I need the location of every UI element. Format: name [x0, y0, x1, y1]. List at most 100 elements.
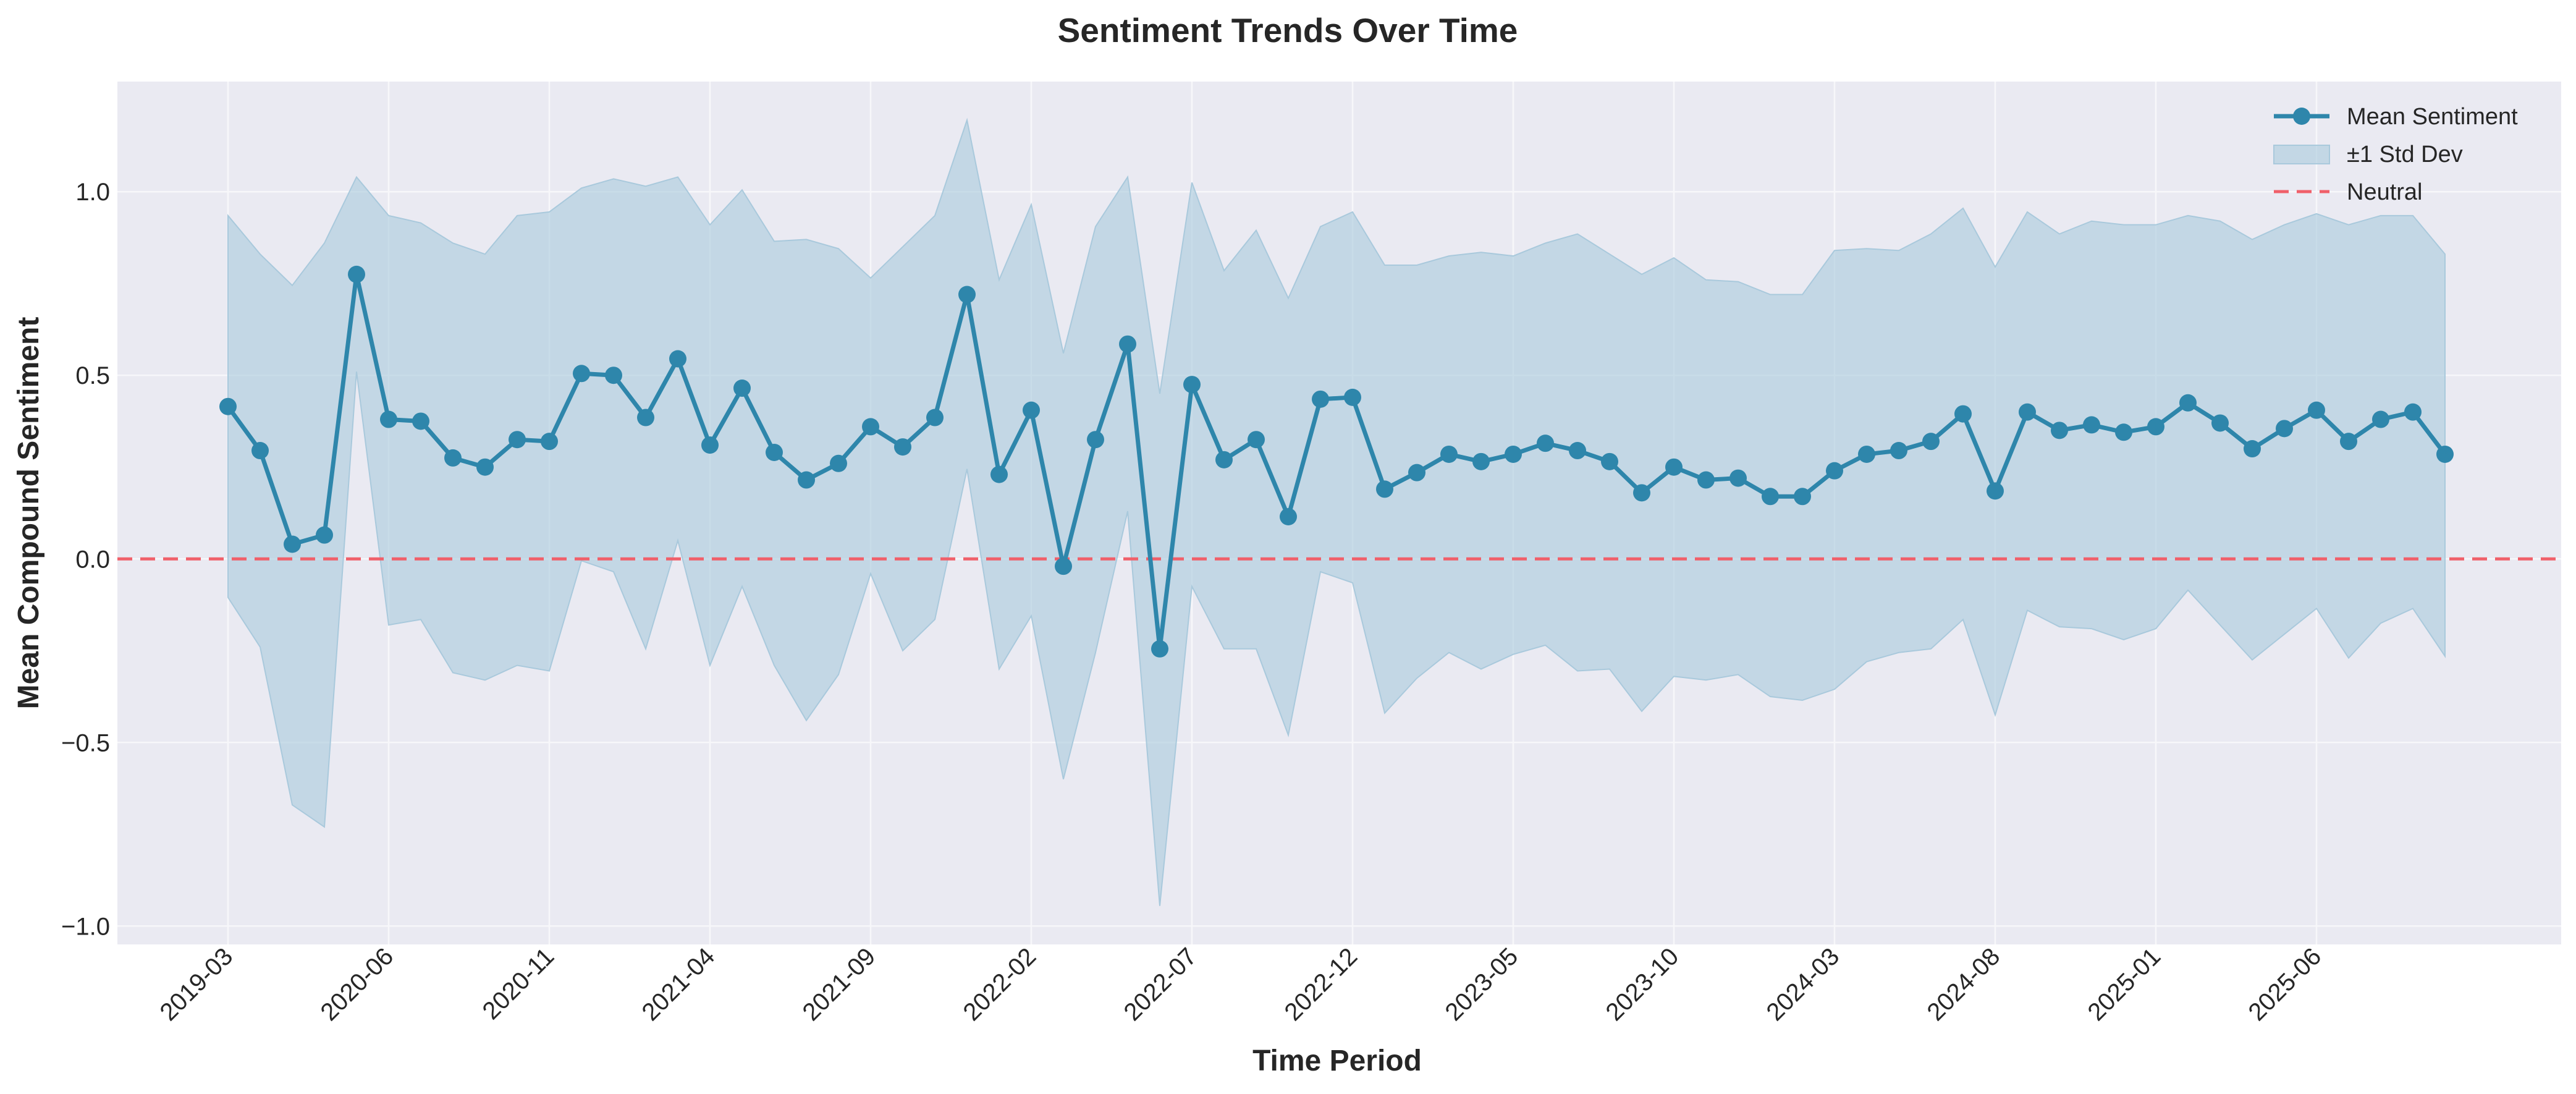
mean-sentiment-point [1087, 431, 1104, 449]
y-axis-ticks: −1.0 −0.5 0.0 0.5 1.0 [61, 179, 110, 940]
legend-mean-label: Mean Sentiment [2347, 104, 2518, 130]
mean-sentiment-point [669, 350, 686, 368]
mean-sentiment-point [637, 409, 654, 426]
mean-sentiment-point [1440, 445, 1458, 463]
mean-sentiment-point [1987, 482, 2004, 500]
std-dev-band [227, 117, 2446, 906]
x-tick-label: 2022-02 [958, 943, 1041, 1026]
x-tick-label: 2019-03 [154, 943, 238, 1026]
y-tick-label: 0.0 [75, 546, 110, 573]
std-dev-band-layer [227, 117, 2446, 906]
mean-sentiment-point [1055, 558, 1072, 575]
legend-band-swatch [2273, 145, 2330, 164]
mean-sentiment-point [444, 449, 462, 467]
x-tick-label: 2024-08 [1922, 943, 2005, 1026]
mean-sentiment-point [894, 438, 911, 456]
x-tick-label: 2024-03 [1761, 943, 1844, 1026]
mean-sentiment-point [1248, 431, 1265, 449]
mean-sentiment-point [2340, 433, 2357, 451]
mean-sentiment-point [1665, 458, 1683, 476]
x-tick-label: 2021-09 [797, 943, 880, 1026]
x-tick-label: 2021-04 [636, 943, 720, 1026]
mean-sentiment-point [766, 443, 783, 461]
y-tick-label: 1.0 [75, 179, 110, 206]
mean-sentiment-point [1215, 451, 1233, 469]
y-tick-label: 0.5 [75, 362, 110, 389]
legend-mean-marker [2293, 108, 2310, 125]
mean-sentiment-point [2276, 420, 2293, 438]
mean-sentiment-line [226, 272, 2447, 651]
mean-sentiment-point [1794, 488, 1811, 506]
mean-sentiment-point [1569, 442, 1586, 460]
x-tick-label: 2022-12 [1279, 943, 1362, 1026]
mean-sentiment-point [1376, 480, 1393, 498]
mean-sentiment-point [1537, 435, 1554, 452]
mean-sentiment-point [284, 535, 301, 553]
mean-sentiment-point [1505, 445, 1522, 463]
mean-sentiment-point [2436, 445, 2454, 463]
mean-sentiment-point [316, 526, 333, 544]
x-tick-label: 2023-10 [1600, 943, 1684, 1026]
mean-sentiment-point [958, 286, 976, 303]
mean-sentiment-layer [219, 265, 2454, 658]
y-tick-label: −1.0 [61, 913, 110, 940]
legend-band-label: ±1 Std Dev [2347, 142, 2463, 167]
mean-sentiment-point [1601, 452, 1618, 470]
x-axis-label: Time Period [1252, 1045, 1422, 1077]
mean-sentiment-point [251, 442, 269, 460]
mean-sentiment-point [1344, 388, 1361, 406]
mean-sentiment-point [1472, 452, 1490, 470]
x-tick-label: 2025-06 [2243, 943, 2326, 1026]
mean-sentiment-point [1312, 390, 1329, 408]
mean-sentiment-point [1762, 488, 1779, 506]
mean-sentiment-point [509, 431, 526, 449]
mean-sentiment-point [701, 436, 719, 454]
mean-sentiment-point [2244, 440, 2261, 458]
mean-sentiment-point [2179, 394, 2197, 412]
mean-sentiment-point [1633, 484, 1650, 502]
mean-sentiment-point [605, 367, 622, 384]
mean-sentiment-point [1023, 401, 1040, 419]
mean-sentiment-point [990, 465, 1008, 483]
legend: Mean Sentiment ±1 Std Dev Neutral [2273, 104, 2518, 205]
mean-sentiment-point [412, 412, 429, 430]
x-tick-label: 2023-05 [1440, 943, 1523, 1026]
mean-sentiment-point [798, 471, 815, 489]
mean-sentiment-point [1890, 442, 1907, 460]
mean-sentiment-point [573, 365, 590, 383]
mean-sentiment-point [219, 397, 237, 415]
mean-sentiment-point [1119, 335, 1136, 353]
x-tick-label: 2020-06 [315, 943, 399, 1026]
mean-sentiment-point [1280, 507, 1297, 525]
x-tick-label: 2025-01 [2082, 943, 2166, 1026]
mean-sentiment-point [2147, 418, 2164, 436]
mean-sentiment-point [2211, 414, 2229, 432]
mean-sentiment-point [380, 410, 397, 428]
mean-sentiment-point [2372, 410, 2389, 428]
mean-sentiment-point [2308, 401, 2325, 419]
mean-sentiment-point [1729, 469, 1747, 487]
mean-sentiment-point [1954, 405, 1972, 423]
mean-sentiment-point [2083, 416, 2100, 434]
mean-sentiment-point [1408, 464, 1425, 481]
mean-sentiment-point [2404, 403, 2422, 421]
y-axis-label: Mean Compound Sentiment [12, 317, 45, 710]
chart-title: Sentiment Trends Over Time [1058, 11, 1518, 49]
mean-sentiment-point [541, 433, 558, 451]
mean-sentiment-point [1183, 376, 1201, 394]
mean-sentiment-point [1697, 471, 1715, 489]
x-tick-label: 2022-07 [1118, 943, 1202, 1026]
mean-sentiment-point [1858, 445, 1875, 463]
legend-neutral-label: Neutral [2347, 179, 2423, 205]
mean-sentiment-point [1151, 640, 1168, 658]
x-axis-ticks: 2019-03 2020-06 2020-11 2021-04 2021-09 2022-… [154, 943, 2326, 1026]
mean-sentiment-point [733, 380, 751, 397]
mean-sentiment-point [862, 418, 879, 436]
mean-sentiment-point [1922, 433, 1940, 451]
mean-sentiment-point [926, 409, 944, 426]
mean-sentiment-point [348, 265, 365, 283]
y-tick-label: −0.5 [61, 729, 110, 757]
mean-sentiment-point [2115, 423, 2132, 441]
